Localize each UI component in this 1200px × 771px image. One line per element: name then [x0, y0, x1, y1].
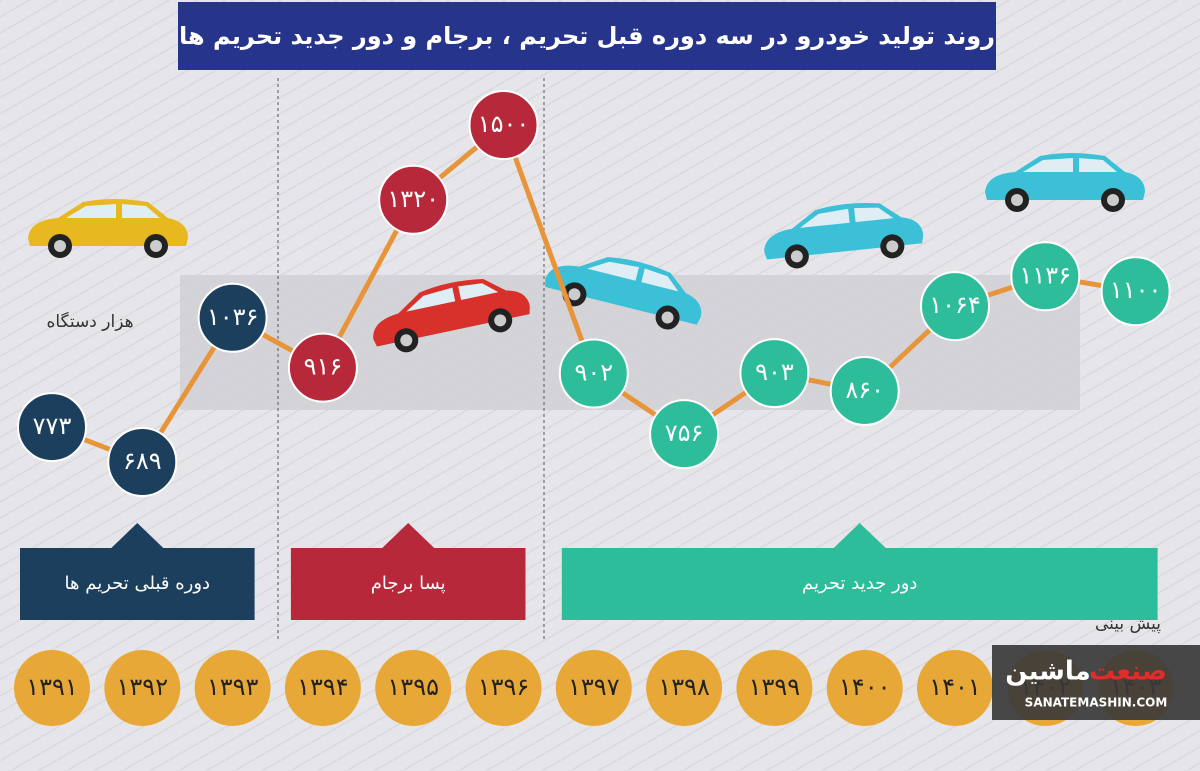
data-label: ۶۸۹ [123, 447, 162, 475]
chart-title: روند تولید خودرو در سه دوره قبل تحریم ، … [179, 22, 995, 50]
year-badge [646, 650, 723, 726]
data-label: ۸۶۰ [845, 376, 884, 404]
legend-label: پسا برجام [371, 573, 446, 594]
period-banner [561, 523, 1158, 620]
data-point [829, 355, 900, 426]
watermark-text: صنعت [1089, 657, 1167, 687]
legend-label: دور جدید تحریم [802, 573, 917, 594]
year-badge [284, 650, 361, 726]
data-label: ۱۳۲۰ [387, 185, 439, 213]
x-tick-label: ۱۳۹۴ [297, 673, 349, 701]
unit-label: هزار دستگاه [46, 311, 133, 332]
data-point [17, 392, 87, 463]
x-tick-label: ۱۳۹۹ [749, 673, 801, 701]
x-tick-label: ۱۴۰۰ [839, 673, 891, 701]
x-tick-label: ۱۳۹۸ [658, 673, 710, 701]
period-banner [20, 523, 255, 620]
data-label: ۱۰۶۴ [929, 291, 981, 319]
data-point [378, 164, 449, 235]
x-tick-label: ۱۳۹۷ [568, 673, 620, 701]
data-point [287, 332, 358, 403]
legend-label: دوره قبلی تحریم ها [65, 573, 211, 594]
x-tick-label: ۱۳۹۱ [26, 673, 78, 701]
year-badge [194, 650, 271, 726]
data-label: ۷۵۶ [665, 419, 704, 447]
data-label: ۹۰۳ [755, 358, 794, 386]
data-label: ۱۵۰۰ [478, 110, 530, 138]
watermark-box [992, 645, 1200, 720]
watermark: صنعت ماشین SANATEMASHIN.COM [992, 645, 1200, 720]
data-label: ۹۱۶ [304, 353, 343, 381]
x-tick-label: ۱۳۹۳ [207, 673, 259, 701]
year-badge [555, 650, 632, 726]
x-tick-label: ۱۴۰۱ [929, 673, 981, 701]
x-tick-label: ۱۳۹۲ [117, 673, 169, 701]
plot: ۷۷۳ ۶۸۹ ۱۰۳۶ ۹۱۶ ۱۳۲۰ ۱۵۰۰ ۹۰۲ ۷۵۶ ۹۰۳ ۸۶۰ ۱۰۶۴ ۱۱۳… [14, 90, 1174, 726]
title-box [178, 2, 996, 70]
year-badge [14, 650, 90, 726]
year-badge [375, 650, 452, 726]
x-tick-label: ۱۳۹۶ [478, 673, 530, 701]
data-point [649, 399, 720, 470]
data-label: ۱۱۰۰ [1110, 276, 1162, 304]
data-label: ۱۱۳۶ [1020, 261, 1072, 289]
data-point [197, 282, 268, 353]
year-badge [917, 650, 993, 726]
year-badge [104, 650, 181, 726]
watermark-text: ماشین [1005, 657, 1090, 687]
line-segment [501, 124, 597, 375]
watermark-url: SANATEMASHIN.COM [1025, 696, 1168, 710]
data-point [1100, 256, 1171, 327]
year-badge [736, 650, 813, 726]
data-point [739, 338, 810, 409]
x-tick-label: ۱۳۹۵ [387, 673, 439, 701]
data-label: ۱۰۳۶ [207, 303, 259, 331]
data-point [558, 338, 629, 409]
year-badge [465, 650, 542, 726]
year-badge [826, 650, 903, 726]
data-point [107, 427, 178, 497]
data-label: ۷۷۳ [33, 412, 72, 440]
data-point [468, 90, 539, 160]
data-point [920, 271, 990, 342]
data-point [1010, 241, 1081, 312]
period-banner [290, 523, 526, 620]
data-label: ۹۰۲ [574, 358, 613, 386]
